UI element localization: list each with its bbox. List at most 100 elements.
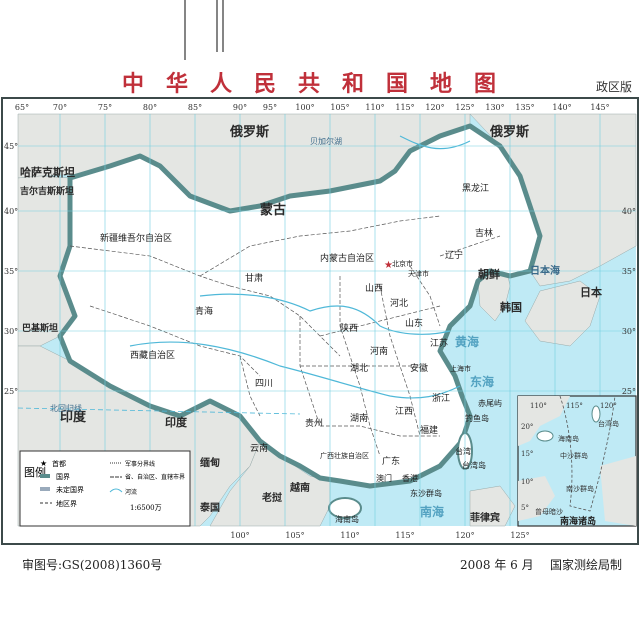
label-hainan: 海南岛 (335, 514, 359, 524)
legend-province-border: 省、自治区、直辖市界 (125, 473, 185, 481)
hainan-island[interactable] (328, 497, 362, 519)
svg-text:135°: 135° (515, 103, 534, 112)
legend-scale: 1:6500万 (130, 504, 162, 512)
label-shandong: 山东 (405, 317, 423, 329)
svg-text:15°: 15° (521, 450, 533, 458)
label-sichuan: 四川 (255, 379, 273, 389)
svg-text:115°: 115° (395, 103, 414, 112)
publisher: 国家测绘局制 (550, 558, 623, 572)
svg-text:100°: 100° (230, 531, 249, 540)
inset-label-taiwan: 台湾岛 (598, 419, 619, 428)
legend-national-border: 国界 (56, 473, 70, 481)
china-map[interactable]: 65° 70° 75° 80° 85° 90° 95° 100° 105° 11… (0, 96, 640, 546)
capital-star-icon: ★ (384, 260, 393, 271)
svg-text:145°: 145° (590, 103, 609, 112)
svg-text:25°: 25° (622, 387, 636, 396)
sea-labels: 黄海 东海 南海 (420, 334, 494, 519)
label-india: 印度 (60, 409, 87, 425)
svg-text:70°: 70° (53, 103, 67, 112)
label-qinghai: 青海 (195, 305, 213, 317)
label-shanghai: 上海市 (450, 364, 471, 373)
label-shanxi: 山西 (365, 283, 383, 294)
label-beijing: 北京市 (392, 259, 413, 268)
svg-text:5°: 5° (521, 504, 529, 512)
label-guizhou: 贵州 (305, 417, 323, 429)
svg-text:120°: 120° (425, 103, 444, 112)
decorative-lines (184, 0, 224, 60)
label-guangxi: 广西壮族自治区 (320, 451, 369, 460)
label-myanmar: 缅甸 (200, 456, 220, 469)
province-boundaries (69, 215, 501, 457)
legend-region-border: 地区界 (56, 499, 77, 508)
label-shaanxi: 陕西 (340, 322, 358, 334)
label-laos: 老挝 (261, 491, 283, 504)
map-title: 中华人民共和国地图 (121, 71, 518, 97)
label-yellow-sea: 黄海 (455, 334, 479, 349)
label-hubei: 湖北 (350, 363, 368, 374)
label-north-korea: 朝鲜 (478, 267, 500, 281)
graticule (18, 114, 636, 526)
label-henan: 河南 (370, 345, 388, 357)
label-tianjin: 天津市 (408, 269, 429, 278)
south-sea-inset[interactable]: 110° 115° 120° 20° 15° 10° 5° 海南岛 台湾岛 中沙… (517, 395, 637, 527)
label-taiwan-island: 台湾岛 (462, 460, 486, 470)
label-south-sea: 南海 (420, 504, 444, 519)
label-yunnan: 云南 (250, 442, 268, 454)
label-dongsha: 东沙群岛 (410, 488, 442, 498)
label-neimenggu: 内蒙古自治区 (320, 252, 374, 264)
lat-ticks-right: 40° 35° 30° 25° (622, 207, 636, 396)
label-taiwan: 台湾 (455, 446, 471, 456)
label-baikal: 贝加尔湖 (310, 136, 342, 146)
svg-text:110°: 110° (530, 402, 547, 410)
svg-text:30°: 30° (622, 327, 636, 336)
svg-text:45°: 45° (4, 142, 18, 151)
label-jilin: 吉林 (475, 227, 493, 239)
svg-text:10°: 10° (521, 478, 533, 486)
label-anhui: 安徽 (410, 362, 428, 374)
label-guangdong: 广东 (382, 455, 400, 467)
label-xizang: 西藏自治区 (130, 349, 175, 361)
label-gansu: 甘肃 (245, 272, 263, 284)
svg-text:65°: 65° (15, 103, 29, 112)
svg-text:95°: 95° (263, 103, 277, 112)
svg-text:40°: 40° (4, 207, 18, 216)
svg-text:140°: 140° (552, 103, 571, 112)
legend: 图例 首都 ★ 国界 未定国界 地区界 军事分界线 省、自治区、直辖市界 河流 … (19, 450, 191, 527)
country-labels: 俄罗斯 俄罗斯 蒙古 哈萨克斯坦 吉尔吉斯斯坦 朝鲜 韩国 日本 日本海 印度 … (20, 124, 602, 524)
legend-star-icon: ★ (40, 459, 47, 468)
svg-text:110°: 110° (340, 531, 359, 540)
label-jiangsu: 江苏 (430, 337, 448, 349)
label-hebei: 河北 (390, 297, 408, 309)
label-vietnam: 越南 (289, 481, 310, 494)
label-fujian: 福建 (420, 424, 438, 436)
label-south-korea: 韩国 (500, 300, 522, 314)
rivers (129, 135, 471, 399)
label-chiwei: 赤尾屿 (478, 399, 502, 408)
label-russia-east: 俄罗斯 (489, 124, 529, 140)
label-jiangxi: 江西 (395, 406, 413, 417)
label-east-sea: 东海 (470, 374, 494, 389)
svg-text:115°: 115° (395, 531, 414, 540)
svg-text:120°: 120° (455, 531, 474, 540)
label-mongolia: 蒙古 (260, 202, 286, 218)
svg-text:110°: 110° (365, 103, 384, 112)
label-hongkong: 香港 (402, 473, 418, 483)
svg-text:125°: 125° (510, 531, 529, 540)
svg-text:35°: 35° (4, 267, 18, 276)
label-xinjiang: 新疆维吾尔自治区 (100, 232, 172, 244)
tropic-line (17, 407, 301, 415)
publish-date: 2008 年 6 月 (460, 558, 534, 572)
legend-capital: 首都 (52, 459, 66, 468)
label-diaoyu: 钓鱼岛 (465, 413, 489, 423)
label-thailand: 泰国 (199, 501, 220, 514)
label-japan: 日本 (580, 285, 602, 299)
svg-text:85°: 85° (188, 103, 202, 112)
svg-text:35°: 35° (622, 267, 636, 276)
label-hunan: 湖南 (350, 412, 368, 424)
inset-label-hainan: 海南岛 (558, 434, 579, 443)
label-kazakhstan: 哈萨克斯坦 (20, 165, 75, 179)
label-liaoning: 辽宁 (445, 249, 463, 261)
legend-military-line: 军事分界线 (125, 460, 155, 468)
approval-number: 审图号:GS(2008)1360号 (22, 558, 163, 572)
svg-text:90°: 90° (233, 103, 247, 112)
